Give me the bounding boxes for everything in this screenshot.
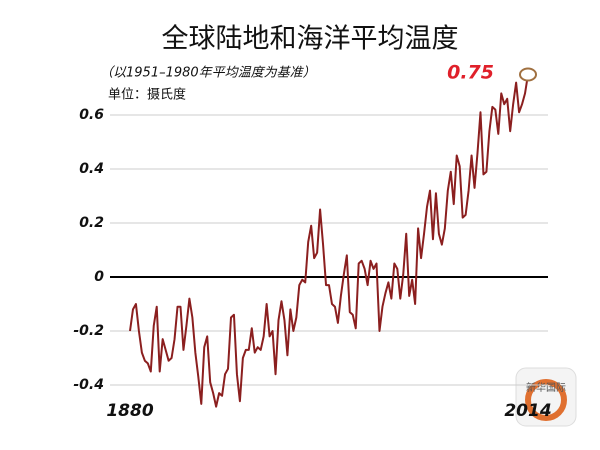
end-marker [519,67,537,82]
chart-title: 全球陆地和海洋平均温度 [162,24,459,55]
y-tick-label: -0.2 [73,323,104,339]
data-label: 0.75 [447,62,494,84]
y-tick-label: 0 [94,269,104,285]
y-tick-label: -0.4 [73,377,104,393]
subtitle: （以1951–1980年平均温度为基准） [100,65,316,81]
y-tick-label: 0.6 [79,107,104,123]
unit-label: 单位：摄氏度 [108,87,186,103]
watermark-logo [525,379,567,421]
data-line [129,74,529,408]
x-tick-label: 1880 [106,401,153,421]
y-tick-label: 0.4 [79,161,104,177]
watermark: 新华国际 [526,381,566,394]
y-tick-label: 0.2 [79,215,104,231]
x-tick-label: 2014 [504,401,551,421]
